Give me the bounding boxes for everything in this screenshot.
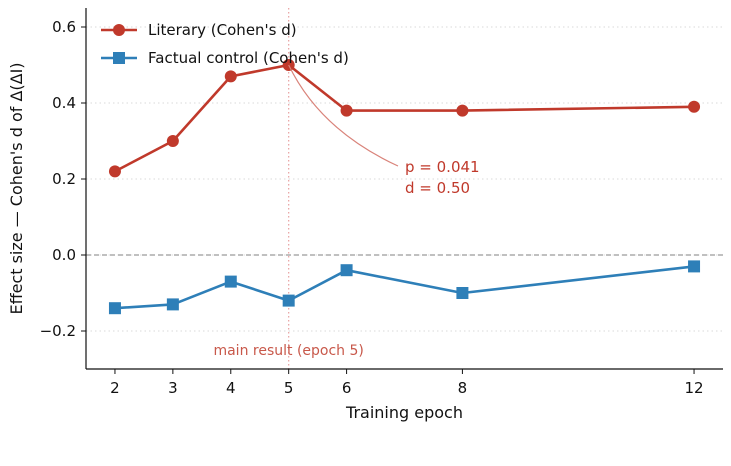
x-tick-label: 12 <box>684 379 703 397</box>
data-point <box>224 70 237 83</box>
data-point <box>108 165 121 178</box>
data-point <box>456 104 469 117</box>
highlight-label: main result (epoch 5) <box>213 343 363 359</box>
data-series <box>108 59 701 315</box>
legend-label: Literary (Cohen's d) <box>148 21 297 39</box>
legend-item: Literary (Cohen's d) <box>101 21 297 39</box>
x-tick-label: 3 <box>168 379 178 397</box>
data-point <box>340 104 353 117</box>
y-tick-label: −0.2 <box>40 322 76 340</box>
data-point <box>456 287 469 299</box>
legend-item: Factual control (Cohen's d) <box>101 49 349 67</box>
data-point <box>340 264 353 277</box>
series-line <box>114 265 695 310</box>
y-tick-label: 0.6 <box>52 18 76 36</box>
data-point <box>282 294 295 307</box>
series-line <box>114 63 695 173</box>
legend-marker <box>113 24 125 36</box>
x-tick-label: 8 <box>458 379 468 397</box>
annotation-p-value: p = 0.041 <box>405 158 480 176</box>
y-tick-label: 0.2 <box>52 170 76 188</box>
annotation-arrow <box>288 64 399 167</box>
legend: Literary (Cohen's d) Factual control (Coh… <box>101 21 349 67</box>
x-tick-label: 2 <box>110 379 120 397</box>
data-point <box>688 260 701 273</box>
data-point <box>166 298 179 311</box>
legend-marker <box>113 52 125 64</box>
x-tick-label: 6 <box>342 379 352 397</box>
legend-label: Factual control (Cohen's d) <box>148 49 349 67</box>
y-tick-label: 0.4 <box>52 94 76 112</box>
x-tick-label: 4 <box>226 379 236 397</box>
tick-labels: 2 3 4 5 6 8 12 −0.2 0.0 0.2 0.4 0.6 <box>40 18 704 397</box>
y-tick-label: 0.0 <box>52 246 76 264</box>
annotation-effect-size: d = 0.50 <box>405 179 470 197</box>
axes <box>85 8 723 370</box>
x-tick-label: 5 <box>284 379 294 397</box>
data-point <box>108 302 121 315</box>
data-point <box>688 100 701 113</box>
data-point <box>166 135 179 147</box>
x-axis-label: Training epoch <box>345 403 463 422</box>
data-point <box>224 275 237 288</box>
series-factual-control <box>108 260 701 315</box>
y-axis-label: Effect size — Cohen's d of Δ(ΔI) <box>7 62 26 314</box>
annotations: p = 0.041 d = 0.50 <box>288 64 480 197</box>
